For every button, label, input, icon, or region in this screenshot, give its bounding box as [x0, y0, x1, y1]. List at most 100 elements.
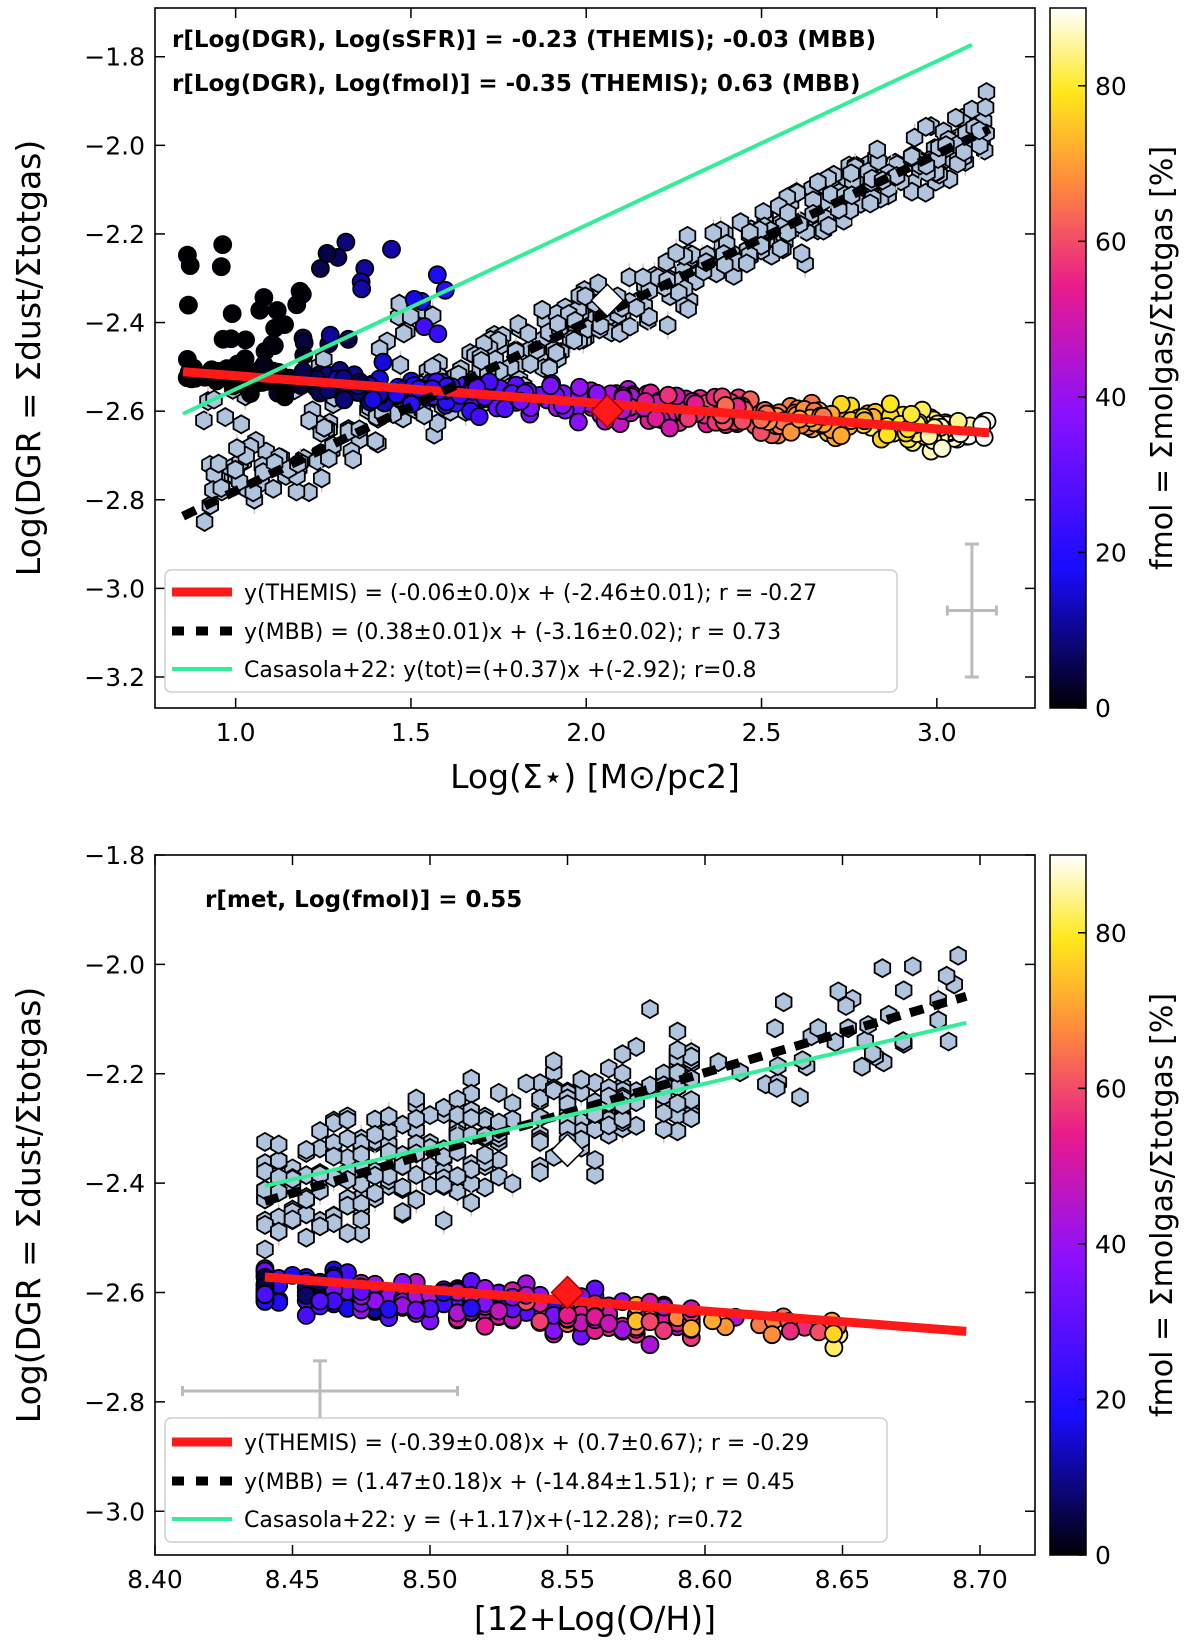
- mbb-point: [521, 354, 539, 375]
- mbb-point: [297, 1204, 315, 1225]
- mbb-point: [589, 273, 607, 294]
- colorbar-tick-label: 60: [1095, 227, 1127, 256]
- mbb-point: [716, 254, 734, 275]
- mbb-point: [195, 410, 213, 431]
- mbb-point: [545, 1051, 563, 1072]
- legend-box: [164, 1417, 888, 1543]
- colorbar-tick-label: 0: [1095, 1541, 1111, 1570]
- legend-box: [164, 569, 898, 693]
- annotation-correlation-fmol: r[Log(DGR), Log(fmol)] = -0.35 (THEMIS);…: [172, 71, 861, 97]
- mbb-point: [435, 1210, 453, 1231]
- themis-point: [901, 404, 921, 424]
- themis-point: [681, 1319, 701, 1339]
- mbb-point: [667, 242, 685, 264]
- themis-point: [831, 426, 851, 446]
- colorbar-tick-label: 40: [1095, 1230, 1127, 1259]
- mbb-point: [209, 453, 228, 474]
- mbb-point: [256, 1214, 274, 1235]
- themis-point: [334, 390, 354, 410]
- legend-entry-themis: y(THEMIS) = (-0.06±0.0)x + (-2.46±0.01);…: [244, 581, 817, 606]
- themis-point: [781, 422, 801, 442]
- mbb-point: [338, 1109, 357, 1130]
- themis-point: [310, 1291, 330, 1311]
- mbb-point: [586, 1164, 604, 1185]
- mbb-point: [270, 1134, 288, 1155]
- mbb-point: [531, 1131, 549, 1152]
- mbb-point: [256, 1239, 274, 1260]
- mbb-point: [576, 286, 594, 307]
- colorbar-gradient: [1049, 7, 1087, 709]
- mbb-point: [448, 1166, 467, 1187]
- themis-point: [373, 352, 393, 372]
- themis-point: [640, 1335, 660, 1355]
- x-tick-label: 2.5: [742, 718, 782, 747]
- mbb-point: [949, 945, 967, 966]
- mbb-point: [391, 354, 410, 375]
- mbb-point: [837, 995, 855, 1017]
- panel-bottom: 8.40 8.45 8.50 8.55 8.60 8.65 8.70 −1.8 −2.0 −2.2…: [9, 841, 1180, 1638]
- themis-point: [352, 279, 372, 299]
- mbb-point: [462, 1159, 480, 1180]
- mbb-point: [809, 172, 827, 193]
- mbb-point: [256, 1131, 274, 1152]
- mbb-point: [842, 163, 860, 184]
- themis-point: [178, 245, 197, 265]
- mbb-point: [216, 407, 234, 428]
- mbb-point: [565, 330, 583, 351]
- mbb-point: [895, 980, 913, 1001]
- themis-point: [569, 412, 588, 432]
- y-tick-label: −2.0: [84, 131, 145, 160]
- y-tick-label: −2.6: [84, 1279, 145, 1308]
- mbb-point: [352, 1209, 370, 1230]
- themis-point: [255, 1284, 275, 1304]
- axis-ticks: 1.0 1.5 2.0 2.5 3.0 −1.8 −2.0 −2.2 −2.4 −2.6 −2.8 −…: [84, 8, 1035, 747]
- mbb-point: [682, 1108, 700, 1129]
- mbb-point: [300, 410, 318, 431]
- themis-point: [221, 329, 241, 349]
- themis-point: [406, 1300, 426, 1320]
- median-themis-marker: [590, 394, 625, 429]
- colorbar-tick-label: 20: [1095, 1385, 1127, 1414]
- mbb-point: [678, 225, 697, 246]
- mbb-point: [311, 1121, 329, 1142]
- annotation-correlation-met: r[met, Log(fmol)] = 0.55: [205, 887, 522, 913]
- median-mbb-marker: [550, 1133, 585, 1168]
- mbb-point: [490, 1166, 508, 1187]
- mbb-point: [407, 1108, 425, 1129]
- mbb-point: [655, 1119, 673, 1140]
- mbb-point: [917, 116, 935, 137]
- mbb-point: [627, 297, 646, 318]
- mbb-point: [270, 1221, 288, 1242]
- mbb-point: [462, 1108, 480, 1129]
- themis-point: [379, 1299, 399, 1319]
- mbb-fit-line: [263, 991, 968, 1206]
- themis-point: [660, 418, 680, 438]
- mbb-point: [344, 449, 362, 470]
- themis-point: [780, 1321, 800, 1341]
- mbb-point: [668, 1039, 687, 1061]
- themis-point: [336, 232, 356, 252]
- themis-point: [296, 1305, 316, 1325]
- themis-point: [427, 265, 447, 285]
- y-tick-label: −2.2: [84, 220, 145, 249]
- mbb-point: [679, 298, 697, 320]
- mbb-point: [976, 97, 995, 118]
- y-tick-label: −1.8: [84, 841, 145, 870]
- mbb-fit-line: [181, 124, 992, 521]
- themis-point: [640, 1312, 660, 1332]
- themis-point: [428, 324, 448, 344]
- colorbar-tick-label: 40: [1095, 383, 1127, 412]
- fit-lines: [181, 42, 992, 521]
- mbb-point: [903, 146, 921, 167]
- mbb-point: [572, 1069, 590, 1090]
- mbb-point: [226, 459, 245, 480]
- mbb-point: [393, 1177, 412, 1198]
- legend-entry-themis: y(THEMIS) = (-0.39±0.08)x + (0.7±0.67); …: [244, 1431, 809, 1456]
- themis-point: [264, 336, 284, 356]
- mbb-point: [613, 1063, 632, 1084]
- themis-point: [461, 1298, 481, 1318]
- casasola-line: [182, 42, 973, 416]
- mbb-point: [476, 1144, 494, 1165]
- colorbar: 0 20 40 60 80 fmol = Σmolgas/Σtotgas [%]: [1049, 7, 1180, 723]
- mbb-point: [819, 215, 838, 236]
